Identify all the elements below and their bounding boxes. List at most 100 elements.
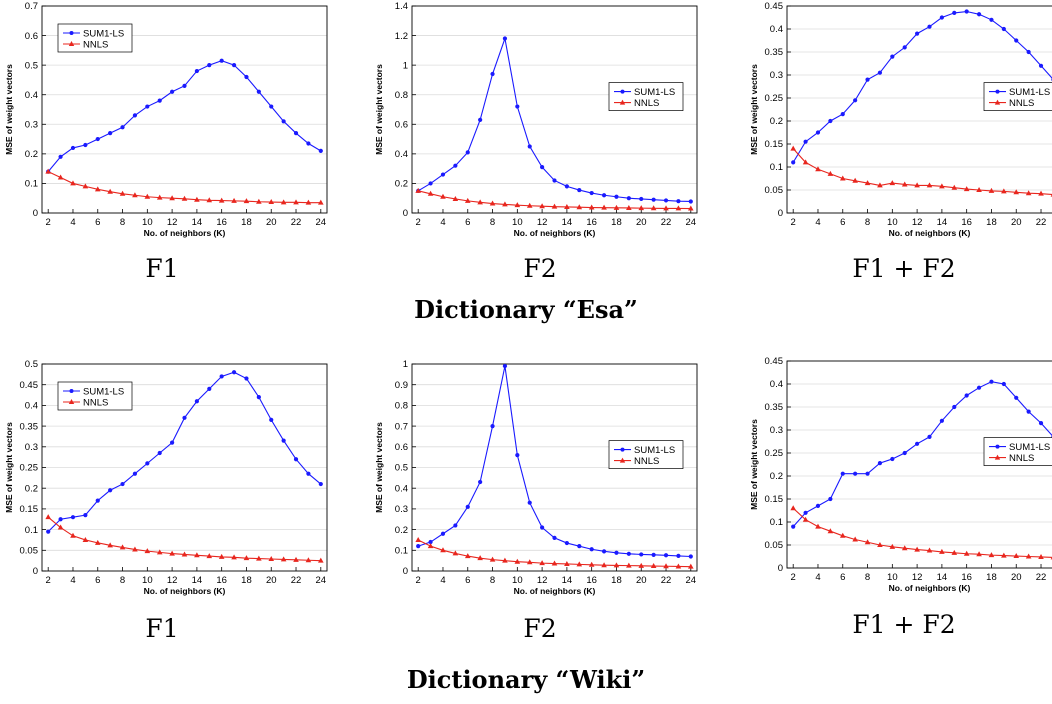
legend-label: NNLS [83, 39, 108, 50]
legend-label: NNLS [83, 397, 108, 408]
chart-svg: 00.10.20.30.40.50.60.72 4 6 8 10 12 14 16 18 20 22… [4, 1, 328, 238]
nnls-point [218, 197, 225, 203]
x-tick-label: 12 [537, 575, 548, 586]
sum1ls-point [108, 488, 113, 493]
x-tick-label: 8 [865, 572, 870, 583]
nnls-point [415, 536, 421, 542]
legend-box [983, 82, 1052, 111]
nnls-point [502, 201, 508, 207]
sum1ls-point [663, 553, 669, 558]
sum1ls-point [306, 471, 311, 476]
nnls-point [889, 543, 896, 549]
sum1ls-point [293, 457, 299, 462]
legend-marker [619, 99, 626, 105]
y-tick-label: 0.8 [395, 401, 408, 412]
nnls-point [1001, 188, 1007, 194]
y-axis-label: MSE of weight vectors [749, 64, 759, 155]
legend-box [57, 23, 133, 53]
sum1ls-point [927, 24, 932, 29]
y-tick-label: 0 [778, 208, 783, 219]
y-tick-label: 0.4 [395, 149, 408, 160]
y-tick-label: 0.25 [765, 448, 784, 459]
legend-marker [68, 41, 75, 46]
x-tick-label: 16 [586, 217, 597, 228]
sum1ls-point [688, 199, 693, 204]
nnls-point [688, 205, 694, 211]
x-axis-label: No. of neighbors (K) [514, 586, 596, 596]
nnls-point [452, 550, 459, 556]
plot-frame [411, 363, 698, 572]
nnls-point [477, 199, 483, 205]
nnls-point [663, 205, 669, 211]
sum1ls-point [952, 10, 957, 15]
x-tick-label: 22 [661, 575, 672, 586]
y-tick-label: 0.9 [395, 380, 408, 391]
x-tick-label: 4 [440, 217, 445, 228]
sum1ls-point [281, 438, 286, 443]
legend-box [983, 437, 1052, 466]
nnls-point [877, 542, 883, 547]
plot-frame [411, 5, 698, 214]
sum1ls-point [95, 136, 100, 142]
sum1ls-point [853, 98, 858, 103]
x-tick-label: 18 [241, 575, 252, 586]
x-tick-label: 12 [912, 217, 923, 228]
sum1ls-point [465, 150, 470, 155]
sum1ls-point [1038, 63, 1044, 68]
sum1ls-point [564, 540, 569, 546]
x-tick-label: 18 [986, 572, 997, 583]
x-tick-label: 14 [937, 572, 948, 583]
nnls-point [132, 192, 138, 198]
x-tick-label: 8 [490, 217, 495, 228]
x-tick-label: 18 [986, 217, 997, 228]
nnls-point [976, 187, 982, 192]
x-tick-label: 2 [46, 575, 51, 586]
y-tick-label: 0.45 [765, 1, 784, 12]
y-tick-label: 0.4 [770, 379, 783, 390]
y-tick-label: 0.2 [25, 483, 38, 494]
y-tick-label: 0.15 [765, 139, 784, 150]
y-tick-label: 0.3 [770, 425, 783, 436]
x-tick-label: 16 [586, 575, 597, 586]
nnls-point [839, 175, 846, 181]
legend-marker [995, 444, 1000, 449]
sum1ls-point [95, 498, 100, 503]
nnls-point [963, 550, 970, 556]
legend-marker [68, 399, 75, 404]
nnls-point [576, 561, 583, 567]
nnls-point [877, 182, 883, 188]
legend-marker [620, 89, 625, 94]
y-tick-label: 1.4 [395, 1, 408, 12]
sum1ls-point [440, 172, 446, 177]
nnls-point [514, 558, 521, 564]
x-tick-label: 6 [465, 575, 470, 586]
y-tick-label: 1.2 [395, 31, 408, 42]
nnls-point [94, 186, 101, 192]
sum1ls-point [207, 63, 212, 68]
nnls-point [70, 532, 76, 538]
nnls-point [268, 199, 275, 205]
sum1ls-point [791, 160, 796, 165]
sum1ls-point [939, 15, 944, 20]
x-tick-label: 10 [142, 575, 153, 586]
y-tick-label: 0.45 [20, 380, 39, 391]
x-tick-label: 24 [316, 575, 327, 586]
x-tick-label: 16 [216, 217, 227, 228]
x-tick-label: 8 [865, 217, 870, 228]
nnls-point [231, 197, 237, 203]
x-tick-label: 6 [840, 572, 845, 583]
nnls-point [839, 532, 846, 538]
sum1ls-point [219, 374, 224, 379]
caption-esa-f1: F1 [145, 254, 179, 283]
legend-label: NNLS [1009, 98, 1034, 109]
sum1ls-point [589, 190, 594, 196]
sum1ls-point [1001, 26, 1006, 32]
nnls-point [440, 193, 446, 199]
nnls-point [827, 528, 834, 534]
sum1ls-point [515, 452, 520, 458]
sum1ls-point [170, 89, 175, 94]
nnls-point [181, 551, 188, 557]
nnls-point [588, 561, 595, 567]
nnls-point [70, 180, 76, 186]
